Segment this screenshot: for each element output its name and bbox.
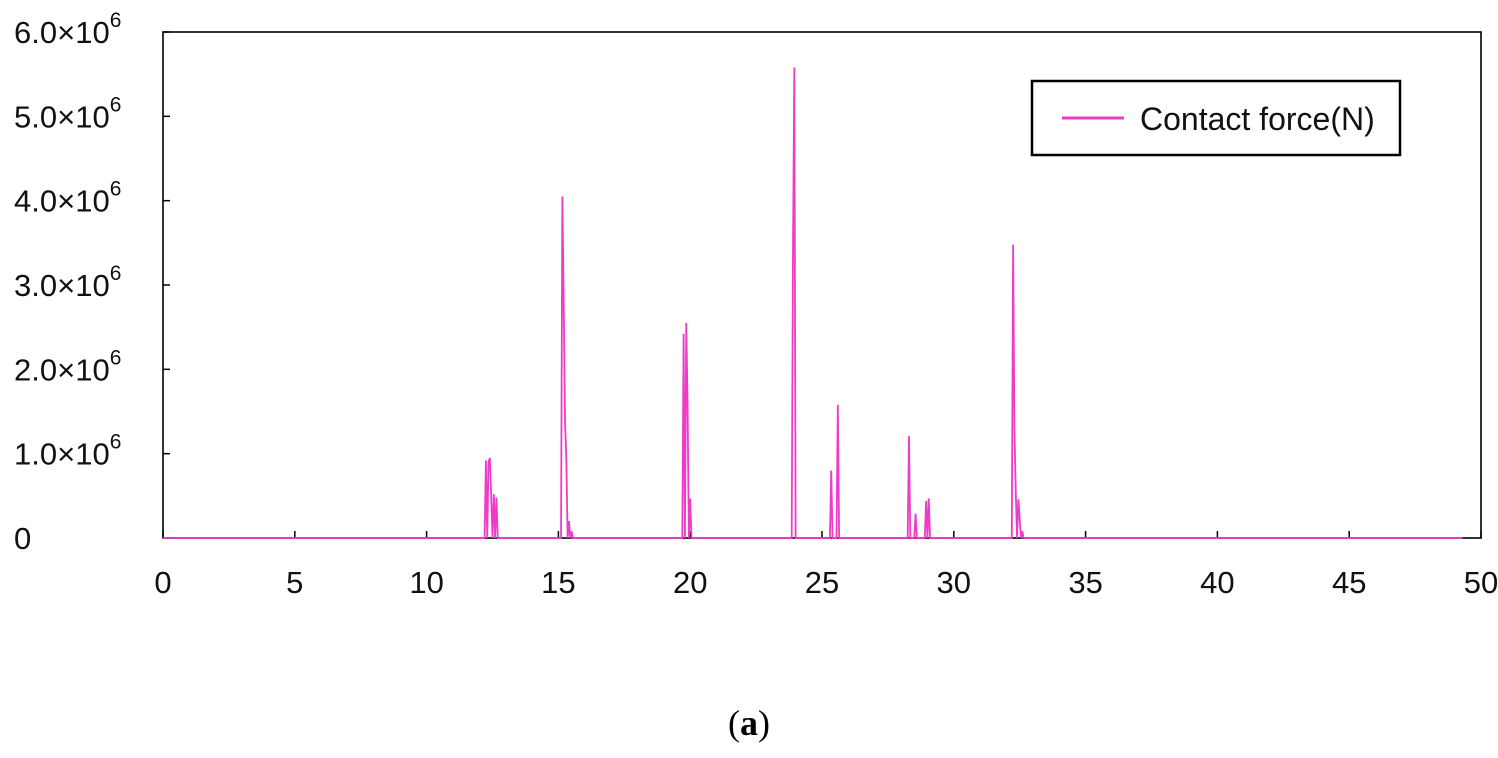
caption-close-paren: ): [758, 703, 770, 743]
y-axis: 0 1.0×106 2.0×106 3.0×106 4.0×106 5.0×106 6.0×…: [14, 9, 170, 556]
y-tick-label: 5.0×106: [14, 93, 121, 134]
x-tick-label: 20: [673, 565, 707, 600]
x-tick-label: 35: [1068, 565, 1102, 600]
y-tick-label: 3.0×106: [14, 262, 121, 303]
x-tick-label: 15: [541, 565, 575, 600]
x-tick-label: 40: [1200, 565, 1234, 600]
figure-caption: (a): [0, 702, 1498, 744]
x-axis: 0 5 10 15 20 25 30 35 40 45 50: [154, 531, 1498, 600]
series-group: [163, 67, 1463, 539]
caption-open-paren: (: [728, 703, 740, 743]
x-tick-label: 5: [286, 565, 303, 600]
chart: 0 1.0×106 2.0×106 3.0×106 4.0×106 5.0×106 6.0×…: [14, 9, 1498, 600]
series-line-contact-force: [163, 67, 1463, 539]
x-tick-label: 45: [1332, 565, 1366, 600]
legend-label: Contact force(N): [1140, 101, 1375, 137]
y-tick-label: 6.0×106: [14, 9, 121, 50]
y-tick-label: 2.0×106: [14, 346, 121, 387]
y-tick-label: 1.0×106: [14, 431, 121, 472]
x-tick-label: 50: [1464, 565, 1498, 600]
legend: Contact force(N): [1030, 79, 1402, 157]
y-tick-label: 0: [14, 521, 31, 556]
x-tick-label: 30: [937, 565, 971, 600]
x-tick-label: 0: [154, 565, 171, 600]
x-tick-label: 10: [409, 565, 443, 600]
caption-letter: a: [740, 703, 758, 743]
x-tick-label: 25: [805, 565, 839, 600]
y-tick-label: 4.0×106: [14, 178, 121, 219]
